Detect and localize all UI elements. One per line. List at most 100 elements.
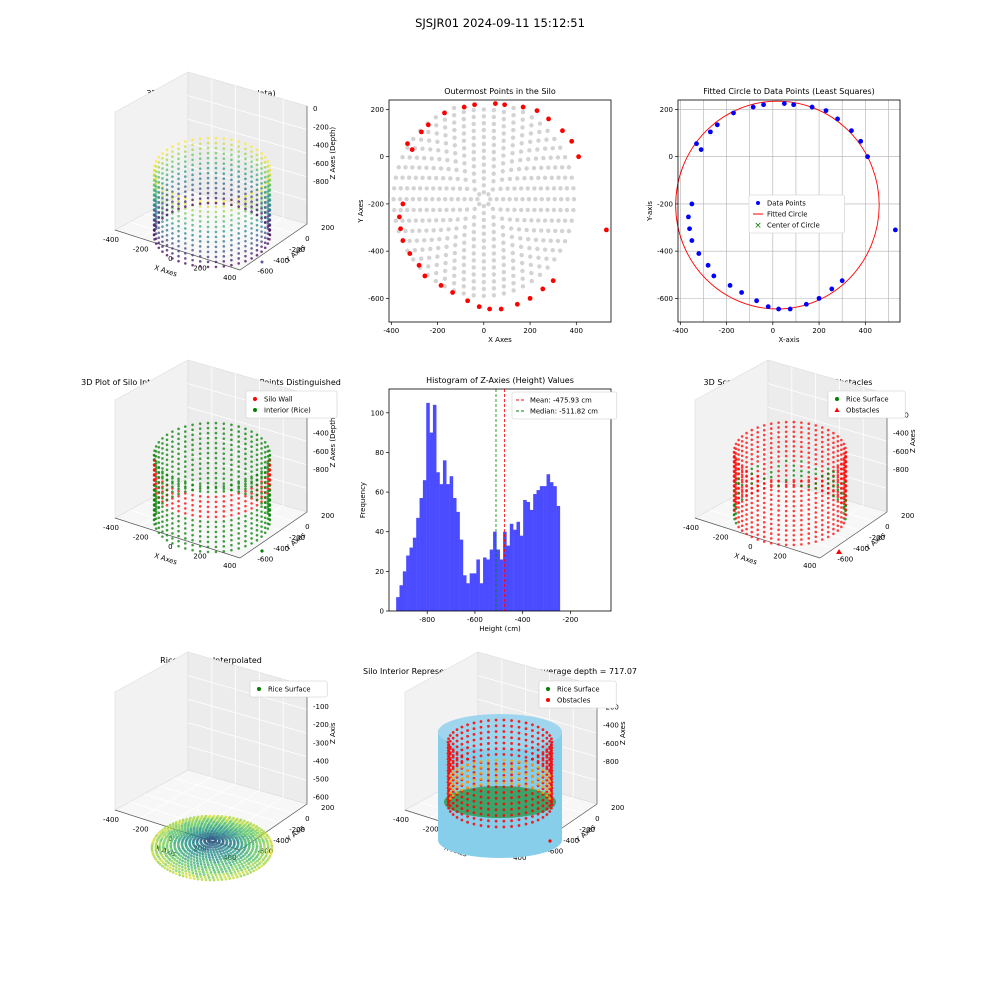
interior-point [533, 196, 538, 202]
interior-point [442, 276, 448, 281]
surface-point [213, 861, 217, 864]
obstacle-point [466, 780, 469, 784]
data-point [237, 160, 240, 163]
surface-point [180, 865, 184, 869]
data-point [191, 443, 194, 447]
data-point [171, 210, 174, 213]
data-point [769, 498, 773, 501]
data-point [255, 438, 259, 442]
data-point [820, 435, 824, 439]
obstacle-point [472, 799, 476, 803]
data-point [750, 535, 754, 539]
legend-entry: Fitted Circle [767, 211, 807, 219]
obstacle-point [451, 731, 455, 734]
data-point [171, 247, 174, 250]
data-point [260, 462, 263, 465]
data-point [255, 523, 259, 527]
data-point [260, 510, 263, 513]
surface-point [222, 872, 226, 876]
x-tick-label: -400 [383, 327, 399, 335]
interior-point [565, 196, 570, 202]
interior-point [556, 175, 561, 180]
interior-point [471, 272, 476, 277]
data-point [165, 198, 169, 202]
data-point [711, 273, 717, 279]
data-point [263, 170, 267, 174]
interior-point [531, 165, 537, 171]
data-point [206, 250, 210, 254]
interior-point [433, 175, 439, 181]
surface-point [217, 838, 221, 842]
data-point [171, 195, 174, 198]
data-point [177, 492, 180, 496]
data-point [732, 513, 736, 517]
interior-point [433, 278, 439, 284]
data-point [840, 443, 843, 447]
histogram-bar [479, 583, 484, 611]
data-point [214, 220, 218, 224]
data-point [266, 475, 270, 478]
data-point [836, 505, 840, 508]
data-point [777, 435, 780, 439]
data-point [191, 223, 194, 227]
obstacle-point [487, 759, 490, 763]
obstacle-point [548, 797, 552, 800]
data-point [255, 203, 259, 207]
outer-point [546, 116, 551, 122]
data-point [198, 482, 202, 485]
interior-point [440, 217, 446, 223]
data-point [250, 232, 253, 235]
histogram-bar [523, 500, 527, 611]
obstacle-point [487, 825, 490, 828]
data-point [762, 482, 766, 485]
interior-point [491, 265, 497, 270]
obstacle-point [536, 737, 540, 740]
data-point [769, 470, 773, 474]
data-point [832, 513, 835, 516]
surface-point [164, 829, 167, 832]
surface-point [158, 843, 162, 847]
obstacle-point [548, 751, 552, 755]
data-point [244, 432, 247, 436]
data-point [191, 518, 194, 522]
interior-point [462, 240, 467, 245]
data-point [214, 476, 218, 480]
obstacle-point [510, 759, 513, 763]
data-point [214, 545, 218, 549]
surface-point [222, 865, 226, 868]
data-point [814, 535, 818, 539]
interior-point [518, 157, 523, 163]
interior-point [494, 196, 499, 202]
data-point [745, 470, 748, 474]
chart-3d-silo-representation: Silo Interior Representation using weigh… [363, 651, 637, 862]
data-point [161, 497, 164, 500]
y-tick-label: 0 [305, 815, 309, 823]
x-tick-label: -800 [419, 616, 435, 624]
data-point [177, 207, 180, 211]
data-point [161, 515, 164, 518]
interior-point [518, 236, 523, 241]
obstacle-point [448, 739, 452, 743]
data-point [177, 172, 180, 176]
data-point [214, 205, 218, 209]
obstacle-point [472, 744, 476, 748]
data-point [842, 457, 846, 460]
data-point [198, 487, 202, 490]
obstacle-point [487, 753, 490, 757]
interior-point [461, 116, 467, 122]
data-point [154, 200, 158, 203]
interior-point [451, 105, 457, 111]
data-point [820, 469, 824, 473]
interior-point [471, 149, 476, 155]
data-point [191, 478, 194, 482]
chart-title: Fitted Circle to Data Points (Least Squa… [703, 87, 874, 96]
x-tick-label: 0 [748, 543, 752, 551]
data-point [737, 515, 740, 519]
surface-point [151, 842, 154, 846]
data-point [230, 518, 233, 522]
data-point [165, 458, 169, 462]
data-point [787, 306, 793, 312]
obstacle-point [472, 778, 476, 782]
chart-fitted-circle: Fitted Circle to Data Points (Least Squa… [646, 87, 901, 344]
data-point [250, 145, 253, 148]
